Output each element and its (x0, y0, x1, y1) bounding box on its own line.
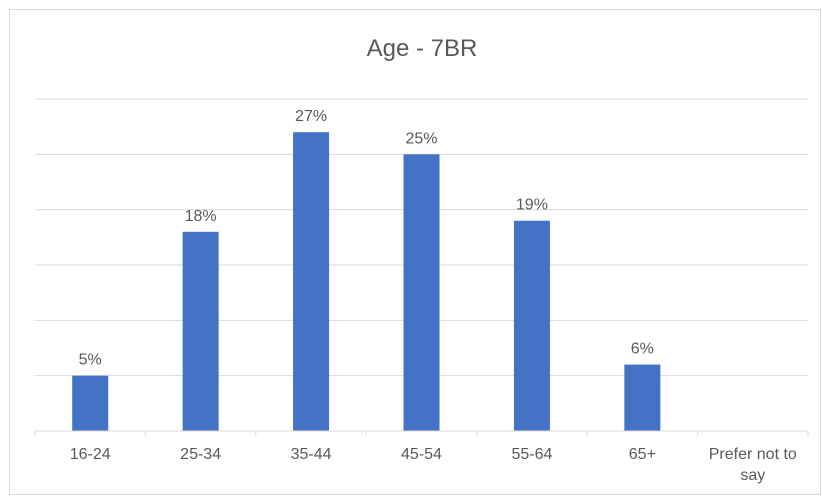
data-label: 19% (516, 197, 548, 214)
data-label: 5% (79, 352, 102, 369)
bar-45-54 (403, 154, 440, 432)
bars (72, 132, 661, 432)
x-tick-label: Prefer not to say (709, 446, 797, 484)
data-labels: 5% 18% 27% 25% 19% 6% (79, 108, 654, 368)
bar-35-44 (293, 132, 330, 431)
x-tick-label: 45-54 (401, 446, 442, 463)
x-tick-label: 16-24 (70, 446, 111, 463)
x-tick-label: 35-44 (291, 446, 332, 463)
chart-title: Age - 7BR (367, 35, 478, 62)
data-label: 27% (295, 108, 327, 125)
bar-55-64 (513, 220, 550, 431)
bar-65- (624, 364, 661, 431)
data-label: 25% (405, 130, 437, 147)
data-label: 18% (185, 208, 217, 225)
x-tick-label: 65+ (629, 446, 656, 463)
bar-16-24 (72, 375, 109, 431)
x-tick-label: 55-64 (511, 446, 552, 463)
bar-25-34 (182, 231, 219, 431)
x-tick-label: 25-34 (180, 446, 221, 463)
x-axis: 16-24 25-34 35-44 45-54 55-64 65+ Prefer not t… (34, 430, 809, 484)
data-label: 6% (631, 341, 654, 358)
